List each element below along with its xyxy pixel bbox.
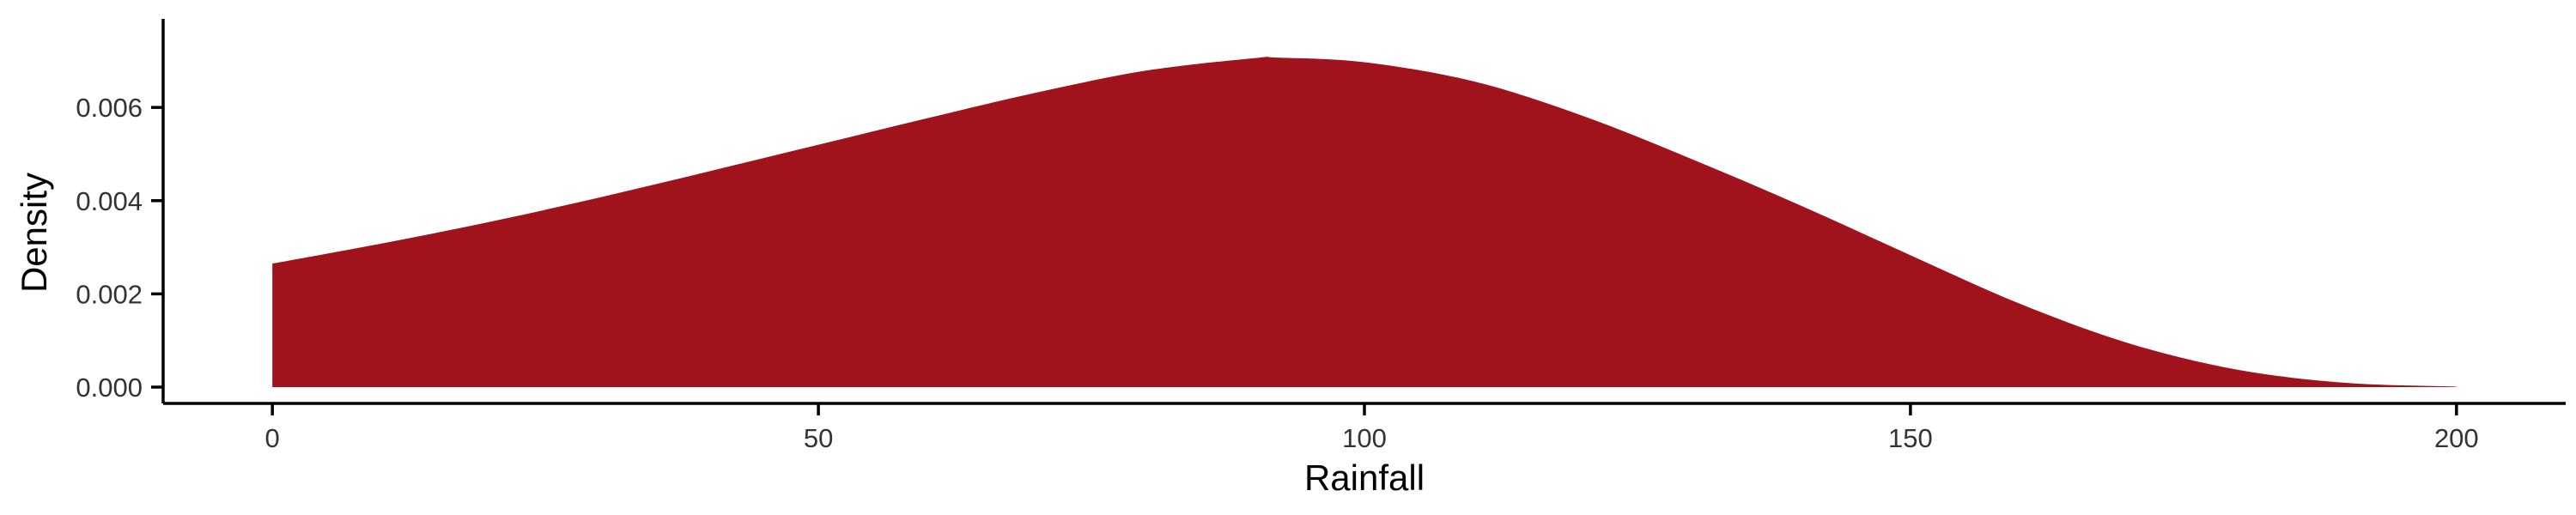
y-axis-title: Density (14, 173, 54, 293)
y-tick-label: 0.000 (76, 373, 143, 403)
density-area (272, 57, 2457, 387)
x-tick-label: 100 (1342, 423, 1387, 453)
x-tick-label: 150 (1888, 423, 1933, 453)
density-area-layer (272, 57, 2457, 387)
y-tick-label: 0.002 (76, 279, 143, 309)
y-tick-label: 0.006 (76, 93, 143, 123)
x-tick-label: 50 (804, 423, 833, 453)
y-axis-ticks: 0.000 0.002 0.004 0.006 (76, 93, 163, 403)
x-axis-title: Rainfall (1304, 457, 1425, 498)
y-tick-label: 0.004 (76, 186, 143, 216)
x-axis-ticks: 0 50 100 150 200 (265, 403, 2479, 453)
x-tick-label: 0 (265, 423, 280, 453)
x-tick-label: 200 (2434, 423, 2479, 453)
